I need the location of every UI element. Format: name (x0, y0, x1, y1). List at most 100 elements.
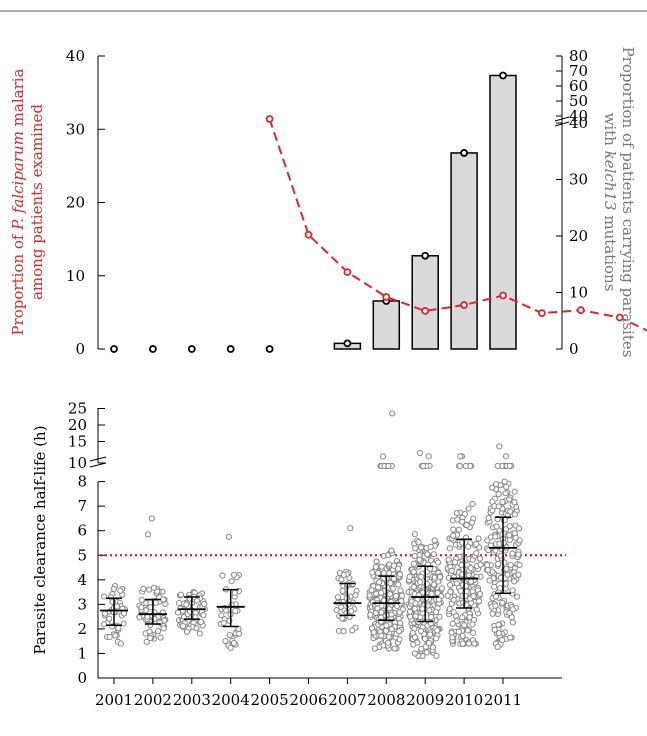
data-point (197, 618, 205, 625)
data-point (115, 625, 122, 632)
data-point (367, 611, 374, 618)
data-point (334, 594, 342, 601)
data-point (494, 643, 501, 650)
bottom-y-tick-label: 10 (68, 454, 87, 472)
bar-markers (110, 71, 507, 353)
data-point (506, 532, 513, 539)
bar-marker (343, 339, 352, 348)
data-point (193, 625, 200, 632)
data-point (493, 481, 500, 488)
data-point (396, 571, 404, 578)
data-point (176, 599, 183, 607)
bottom-y-tick-label: 7 (77, 497, 87, 515)
data-point (378, 632, 385, 639)
data-point (396, 636, 403, 643)
data-point (101, 610, 109, 617)
data-point (469, 621, 476, 628)
data-point (227, 644, 234, 651)
data-point (396, 609, 403, 616)
data-point (511, 578, 518, 585)
data-point (183, 628, 191, 635)
bottom-x-tick-label: 2003 (173, 691, 211, 709)
data-point (459, 614, 466, 621)
left-axis-label-part: malaria (9, 68, 27, 131)
data-point (477, 561, 484, 568)
right-tick-label: 30 (569, 171, 588, 189)
data-point (407, 613, 414, 620)
data-point (411, 531, 418, 538)
data-point (100, 593, 108, 600)
red-point (304, 230, 313, 239)
data-point (425, 639, 433, 647)
data-point (387, 580, 394, 587)
data-point (436, 573, 444, 581)
data-point (100, 621, 108, 628)
data-point (409, 629, 416, 637)
data-point (502, 490, 509, 497)
data-point (468, 519, 476, 526)
data-point (113, 603, 120, 610)
top-left-ticks: 0 10 20 30 40 (66, 47, 105, 358)
data-point (446, 605, 453, 613)
data-point (434, 627, 441, 634)
data-point (475, 535, 482, 542)
data-point (398, 592, 406, 599)
top-right-axis-break (554, 116, 570, 122)
data-point (421, 635, 429, 642)
bottom-y-tick-label: 4 (77, 571, 87, 589)
data-point (416, 556, 423, 563)
data-point (509, 606, 516, 613)
data-point (382, 627, 390, 634)
data-point (434, 559, 442, 566)
data-point (484, 566, 492, 574)
data-point (426, 607, 433, 614)
data-point (339, 587, 346, 594)
left-axis-label: Proportion of P. falciparum malaria (9, 68, 27, 335)
bar-marker (499, 71, 507, 80)
scatter-points (100, 410, 523, 660)
data-point (378, 589, 385, 596)
left-axis-label-line2: among patients examined (28, 104, 46, 300)
left-axis-label-part: Proportion of (9, 230, 27, 336)
data-point (406, 608, 414, 615)
data-point (370, 629, 377, 636)
data-point (495, 503, 502, 510)
data-point (340, 627, 347, 635)
data-point (450, 532, 457, 539)
left-axis-label-italic: P. falciparum (9, 131, 27, 231)
left-tick-label: 0 (75, 340, 85, 358)
data-point (485, 514, 492, 522)
data-point (492, 602, 499, 609)
right-tick-label: 40 (569, 114, 588, 132)
data-point (379, 453, 387, 460)
data-point (232, 607, 239, 615)
data-point (465, 543, 472, 550)
data-point (471, 640, 478, 647)
data-point (448, 567, 455, 574)
data-point (428, 613, 435, 621)
data-point (496, 443, 503, 450)
data-point (459, 599, 467, 606)
data-point (511, 499, 518, 506)
data-point (410, 560, 418, 567)
data-point (509, 550, 516, 557)
bar-marker (265, 345, 274, 353)
data-point (495, 621, 502, 628)
bottom-x-tick-label: 2001 (95, 691, 133, 709)
data-point (117, 640, 124, 647)
data-point (502, 453, 510, 460)
data-point (388, 625, 395, 633)
data-point (449, 634, 456, 641)
bottom-y-tick-label: 1 (77, 644, 87, 662)
data-point (136, 614, 143, 621)
data-point (412, 545, 419, 552)
right-tick-label: 0 (569, 340, 579, 358)
data-point (469, 629, 477, 636)
bottom-y-tick-label: 15 (68, 433, 87, 451)
data-point (397, 619, 404, 627)
bottom-axis-break (89, 456, 107, 462)
data-point (340, 571, 347, 578)
bottom-x-tick-label: 2011 (484, 691, 522, 709)
data-point (352, 592, 359, 599)
data-point (200, 612, 207, 619)
